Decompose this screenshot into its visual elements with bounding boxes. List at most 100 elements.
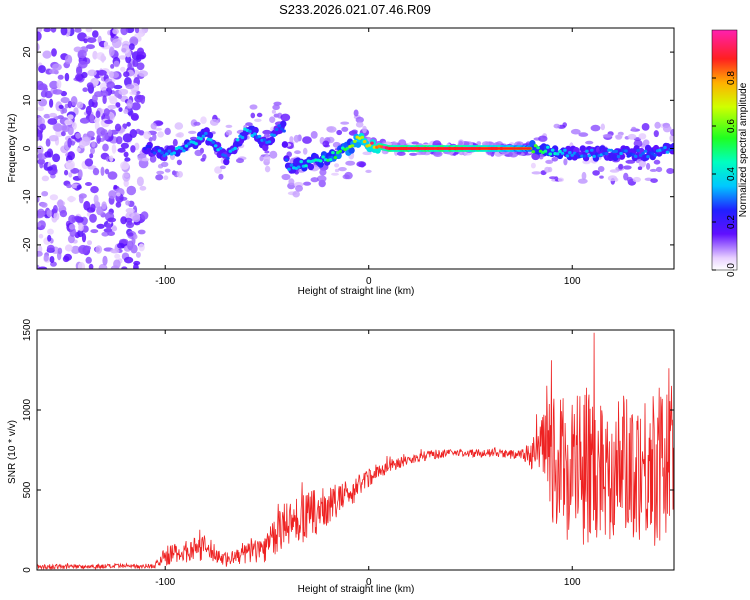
noise-blob — [61, 125, 70, 133]
noise-blob — [130, 244, 138, 254]
halo-blob — [202, 153, 207, 160]
noise-blob — [133, 234, 138, 240]
noise-blob — [89, 213, 97, 223]
noise-blob — [64, 72, 70, 82]
noise-blob — [114, 253, 121, 259]
halo-blob — [530, 162, 536, 169]
noise-blob — [50, 28, 57, 33]
track-body — [579, 145, 586, 153]
track-core — [160, 151, 164, 155]
noise-blob — [86, 82, 94, 89]
colorbar-ticks: 0.0 0.2 0.4 0.6 0.8 — [712, 71, 737, 277]
noise-blob — [56, 79, 62, 89]
track-core — [362, 140, 367, 144]
spectrogram-xlabel: Height of straight line (km) — [298, 286, 415, 297]
halo-blob — [544, 166, 551, 173]
noise-blob — [44, 90, 53, 99]
noise-blob — [90, 186, 99, 194]
noise-blob — [71, 245, 81, 254]
noise-blob — [131, 102, 141, 111]
noise-blob — [78, 60, 88, 69]
halo-blob — [164, 127, 171, 135]
track-core — [633, 154, 638, 158]
noise-blob — [113, 84, 123, 90]
colorbar-tick-label: 0.0 — [726, 263, 737, 277]
halo-blob — [280, 113, 291, 122]
track-core — [213, 144, 218, 148]
halo-blob — [615, 134, 623, 140]
noise-blob — [121, 266, 128, 269]
noise-blob — [125, 55, 132, 64]
noise-blob — [47, 234, 52, 242]
track-core — [299, 160, 304, 164]
halo-blob — [340, 121, 350, 125]
noise-blob — [49, 80, 59, 90]
noise-blob — [114, 123, 122, 132]
halo-blob — [557, 177, 565, 182]
track-core — [580, 154, 584, 158]
halo-blob — [264, 165, 271, 173]
noise-blob — [108, 190, 117, 199]
noise-blob — [64, 169, 69, 176]
noise-blob — [107, 30, 112, 36]
halo-blob — [194, 149, 203, 157]
halo-blob — [356, 161, 367, 168]
noise-blob — [52, 89, 63, 95]
track-core — [367, 143, 372, 147]
noise-blob — [115, 201, 122, 208]
halo-blob — [259, 155, 264, 162]
track-core — [253, 132, 257, 136]
noise-blob — [57, 199, 64, 209]
noise-blob — [70, 96, 78, 106]
track-core — [568, 151, 572, 155]
noise-blob — [96, 206, 104, 216]
halo-blob — [355, 121, 364, 128]
track-core — [279, 127, 284, 131]
noise-blob — [118, 88, 129, 96]
track-core — [590, 148, 594, 152]
snr-ytick-label: 1000 — [22, 398, 33, 421]
track-body — [281, 141, 289, 148]
halo-blob — [355, 116, 364, 124]
noise-blob — [97, 69, 107, 76]
halo-blob — [188, 130, 197, 134]
noise-blob — [37, 145, 44, 155]
noise-blob — [127, 232, 134, 237]
spectrogram-ytick-label: -20 — [22, 237, 33, 252]
noise-blob — [40, 202, 48, 208]
noise-blob — [85, 28, 92, 33]
noise-blob — [74, 215, 81, 221]
noise-blob — [38, 65, 46, 74]
halo-blob — [590, 124, 601, 132]
halo-blob — [149, 155, 157, 163]
noise-blob — [41, 191, 49, 197]
halo-blob — [338, 167, 347, 172]
spectrogram-ytick-label: 10 — [22, 94, 33, 106]
track-core — [304, 164, 308, 168]
halo-blob — [637, 166, 643, 170]
noise-blob — [117, 242, 125, 249]
track-core — [250, 134, 255, 138]
halo-blob — [362, 125, 367, 134]
noise-blob — [92, 30, 99, 38]
track-core — [143, 147, 147, 151]
halo-blob — [262, 129, 272, 135]
noise-blob — [60, 28, 68, 36]
track-core — [157, 149, 162, 153]
halo-blob — [622, 165, 632, 170]
halo-blob — [155, 174, 164, 181]
colorbar: 0.0 0.2 0.4 0.6 0.8 Normalized spectral ampl… — [711, 29, 749, 277]
noise-blob — [57, 247, 63, 255]
noise-blob — [123, 151, 129, 158]
track-core — [604, 152, 609, 156]
noise-blob — [87, 69, 97, 77]
noise-blob — [124, 173, 130, 178]
track-core — [533, 144, 538, 148]
noise-blob — [85, 182, 92, 186]
noise-blob — [37, 220, 46, 230]
figure-title: S233.2026.021.07.46.R09 — [279, 2, 431, 17]
noise-blob — [77, 229, 84, 238]
track-core — [550, 148, 555, 152]
